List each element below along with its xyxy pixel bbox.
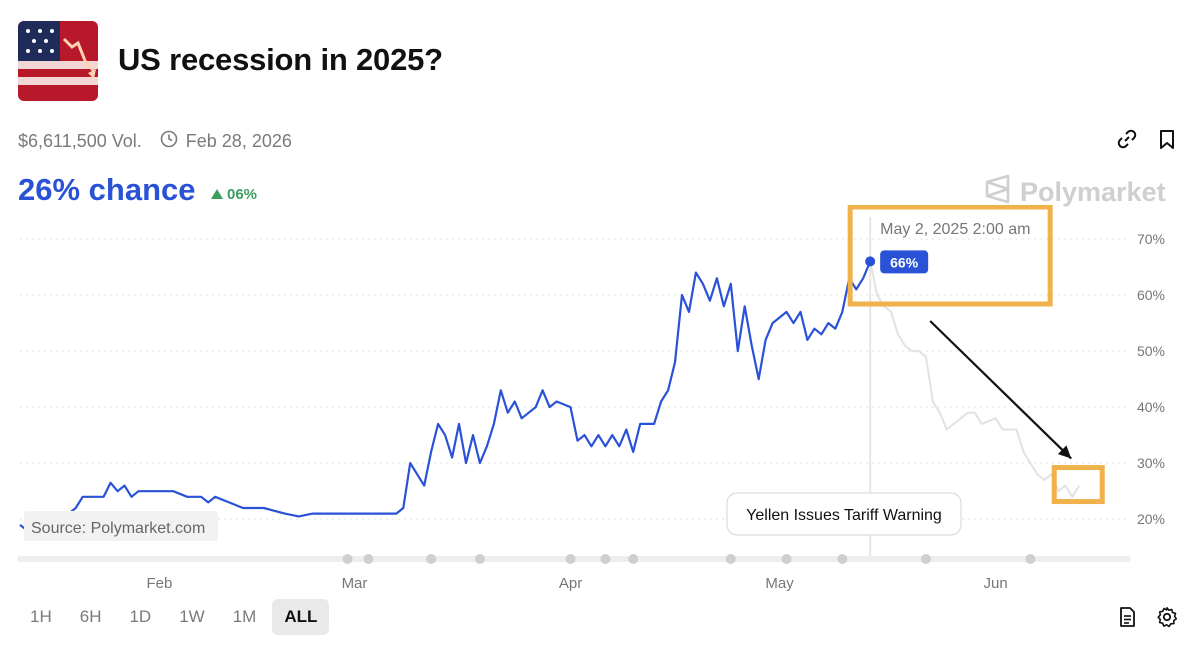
polymarket-logo-icon: [984, 174, 1012, 211]
timeframe-selector: 1H 6H 1D 1W 1M ALL: [18, 599, 330, 635]
end-date-text: Feb 28, 2026: [185, 131, 292, 151]
annotation-arrowhead: [1057, 445, 1072, 459]
event-marker[interactable]: [474, 554, 485, 564]
hover-date-label: May 2, 2025 2:00 am: [880, 221, 1030, 238]
timeframe-1h[interactable]: 1H: [30, 607, 52, 626]
series-line-faded: [869, 261, 1081, 498]
market-meta: $6,611,500 Vol. Feb 28, 2026: [18, 130, 292, 153]
event-callout-label: Yellen Issues Tariff Warning: [746, 507, 942, 524]
market-thumbnail: [18, 21, 98, 101]
y-tick-label: 20%: [1137, 511, 1165, 527]
source-label: Source: Polymarket.com: [31, 520, 205, 537]
hover-value-badge: [880, 250, 929, 274]
y-tick-label: 60%: [1137, 287, 1165, 303]
highlight-box-current: [1051, 465, 1105, 505]
x-tick-label: May: [765, 575, 794, 592]
y-tick-label: 40%: [1137, 399, 1165, 415]
y-tick-label: 70%: [1137, 231, 1165, 247]
x-tick-label: Feb: [146, 575, 172, 592]
timeframe-all[interactable]: ALL: [272, 599, 330, 635]
x-tick-label: Apr: [559, 575, 582, 592]
polymarket-wordmark: Polymarket: [1020, 177, 1166, 207]
header-actions: [1116, 128, 1178, 150]
event-marker[interactable]: [426, 554, 437, 564]
gear-icon[interactable]: [1156, 606, 1178, 628]
bookmark-icon[interactable]: [1156, 128, 1178, 150]
event-marker[interactable]: [837, 554, 848, 564]
timeframe-1w[interactable]: 1W: [179, 607, 205, 626]
event-marker[interactable]: [363, 554, 374, 564]
chance-value: 26% chance: [18, 172, 196, 207]
link-icon[interactable]: [1116, 128, 1138, 150]
document-icon[interactable]: [1116, 606, 1138, 628]
delta-text: 06%: [227, 186, 258, 203]
event-marker[interactable]: [781, 554, 792, 564]
event-marker[interactable]: [1025, 554, 1036, 564]
market-title: US recession in 2025?: [118, 42, 443, 77]
event-marker[interactable]: [920, 554, 931, 564]
volume-text: $6,611,500 Vol.: [18, 131, 142, 151]
event-marker[interactable]: [565, 554, 576, 564]
event-marker[interactable]: [342, 554, 353, 564]
x-tick-label: Jun: [984, 575, 1008, 592]
price-chart[interactable]: 70% 60% 50% 40% 30% 20% May 2, 2025 2:00 am 66%…: [0, 205, 1200, 600]
x-tick-label: Mar: [342, 575, 368, 592]
event-marker[interactable]: [600, 554, 611, 564]
timeframe-1d[interactable]: 1D: [129, 607, 152, 626]
highlight-box-peak: [847, 205, 1053, 307]
clock-icon: [160, 130, 178, 153]
hover-value-label: 66%: [890, 254, 919, 270]
event-marker[interactable]: [628, 554, 639, 564]
event-callout-box[interactable]: [726, 492, 962, 536]
annotation-arrow: [929, 320, 1072, 460]
timeframe-1m[interactable]: 1M: [232, 607, 257, 626]
source-label-bg: [24, 511, 218, 541]
timeframe-6h[interactable]: 6H: [79, 607, 102, 626]
y-tick-label: 50%: [1137, 343, 1165, 359]
y-tick-label: 30%: [1137, 455, 1165, 471]
polymarket-brand: Polymarket: [984, 174, 1166, 211]
hover-point[interactable]: [865, 256, 876, 267]
series-line-highlighted: [19, 260, 872, 532]
event-marker[interactable]: [725, 554, 736, 564]
chart-tools: [1116, 606, 1178, 628]
triangle-up-icon: [211, 186, 223, 203]
chance-delta: 06%: [211, 186, 257, 203]
